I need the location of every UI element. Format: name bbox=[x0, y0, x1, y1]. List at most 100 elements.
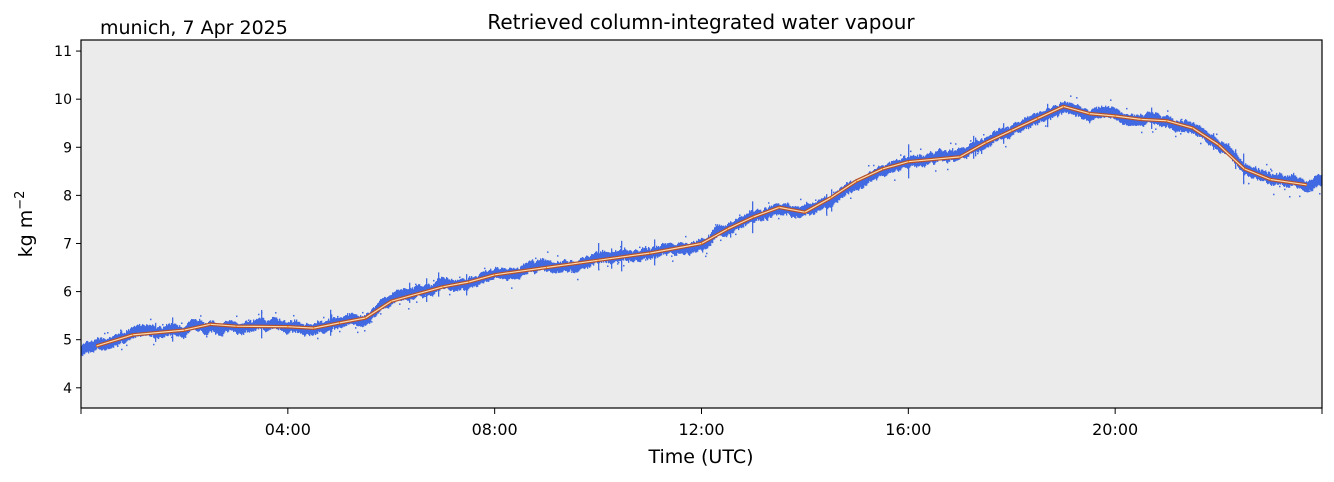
raw-data-point bbox=[671, 255, 673, 257]
raw-data-point bbox=[950, 142, 952, 145]
raw-data-point bbox=[598, 268, 600, 271]
raw-data-point bbox=[833, 193, 835, 205]
raw-data-point bbox=[214, 322, 216, 333]
raw-data-point bbox=[872, 171, 874, 181]
raw-data-point bbox=[1222, 151, 1224, 153]
y-tick-label: 10 bbox=[54, 92, 72, 108]
raw-data-point bbox=[135, 326, 137, 338]
raw-data-point bbox=[852, 181, 854, 192]
raw-data-point bbox=[702, 239, 704, 253]
raw-data-point bbox=[309, 324, 311, 337]
raw-data-point bbox=[795, 217, 797, 219]
raw-data-point bbox=[697, 241, 699, 252]
smoothed-data-point bbox=[1140, 118, 1142, 120]
raw-data-point bbox=[437, 278, 439, 291]
raw-data-point bbox=[443, 277, 445, 290]
raw-data-point bbox=[449, 293, 451, 296]
raw-data-point bbox=[1185, 129, 1187, 131]
raw-data-point bbox=[1299, 195, 1301, 198]
raw-data-point bbox=[543, 258, 545, 270]
raw-data-point bbox=[767, 209, 769, 221]
raw-data-point bbox=[537, 259, 539, 272]
raw-data-point bbox=[782, 204, 784, 216]
raw-data-point bbox=[865, 176, 867, 186]
raw-data-point bbox=[1173, 120, 1175, 131]
raw-data-point bbox=[607, 265, 609, 268]
smoothed-data-point bbox=[752, 216, 754, 218]
raw-data-point bbox=[1110, 99, 1112, 101]
raw-data-point bbox=[1070, 95, 1072, 97]
raw-data-point bbox=[400, 289, 402, 301]
raw-data-point bbox=[617, 263, 619, 265]
raw-data-point bbox=[1106, 107, 1108, 118]
raw-data-point bbox=[735, 233, 737, 236]
raw-data-point bbox=[692, 242, 694, 253]
raw-data-point bbox=[495, 266, 497, 278]
raw-data-point bbox=[507, 269, 509, 282]
x-tick-label: 04:00 bbox=[265, 420, 311, 439]
raw-data-point bbox=[825, 197, 827, 208]
raw-data-point bbox=[519, 269, 521, 280]
smoothed-data-point bbox=[1114, 115, 1116, 117]
raw-data-point bbox=[602, 249, 604, 262]
raw-data-point bbox=[791, 207, 793, 219]
raw-data-point bbox=[1248, 182, 1250, 185]
raw-data-point bbox=[778, 217, 780, 220]
raw-data-point bbox=[883, 165, 885, 176]
raw-data-point bbox=[539, 260, 541, 271]
raw-data-point bbox=[561, 266, 563, 269]
raw-data-point bbox=[1227, 144, 1229, 156]
raw-data-point bbox=[831, 189, 833, 212]
raw-data-point bbox=[131, 327, 133, 339]
raw-data-point bbox=[397, 289, 399, 300]
raw-data-point bbox=[864, 175, 866, 186]
raw-data-point bbox=[206, 324, 208, 336]
raw-data-point bbox=[402, 290, 404, 300]
raw-data-point bbox=[687, 243, 689, 254]
raw-data-point bbox=[1200, 142, 1202, 145]
raw-data-point bbox=[223, 322, 225, 335]
raw-data-point bbox=[871, 171, 873, 182]
raw-data-point bbox=[149, 325, 151, 337]
raw-data-point bbox=[1007, 126, 1009, 128]
raw-data-point bbox=[941, 150, 943, 161]
raw-data-point bbox=[323, 316, 325, 319]
raw-data-point bbox=[1103, 106, 1105, 118]
raw-data-point bbox=[370, 311, 372, 323]
raw-data-point bbox=[207, 323, 209, 335]
raw-data-point bbox=[726, 226, 728, 238]
raw-data-point bbox=[85, 342, 87, 353]
raw-data-point bbox=[463, 288, 465, 291]
raw-data-point bbox=[950, 150, 952, 160]
raw-data-point bbox=[1312, 179, 1314, 192]
raw-data-point bbox=[715, 224, 717, 226]
raw-data-point bbox=[240, 323, 242, 334]
raw-data-point bbox=[556, 263, 558, 274]
raw-data-point bbox=[851, 182, 853, 194]
raw-data-point bbox=[217, 324, 219, 334]
raw-data-point bbox=[574, 262, 576, 274]
raw-data-point bbox=[361, 316, 363, 327]
raw-data-point bbox=[1082, 108, 1084, 120]
raw-data-point bbox=[716, 225, 718, 238]
raw-data-point bbox=[947, 168, 949, 171]
raw-data-point bbox=[639, 246, 641, 249]
raw-data-point bbox=[873, 164, 875, 167]
raw-data-point bbox=[398, 289, 400, 300]
smoothed-data-point bbox=[494, 274, 496, 276]
raw-data-point bbox=[97, 337, 99, 348]
raw-data-point bbox=[190, 320, 192, 331]
raw-data-point bbox=[405, 288, 407, 300]
raw-data-point bbox=[485, 270, 487, 281]
raw-data-point bbox=[239, 324, 241, 334]
raw-data-point bbox=[1180, 133, 1182, 135]
raw-data-point bbox=[406, 288, 408, 300]
raw-data-point bbox=[120, 329, 122, 331]
raw-data-point bbox=[363, 316, 365, 327]
raw-data-point bbox=[873, 170, 875, 180]
raw-data-point bbox=[525, 263, 527, 275]
raw-data-point bbox=[466, 274, 468, 296]
raw-data-point bbox=[867, 173, 869, 184]
raw-data-point bbox=[86, 341, 88, 353]
raw-data-point bbox=[1081, 108, 1083, 120]
